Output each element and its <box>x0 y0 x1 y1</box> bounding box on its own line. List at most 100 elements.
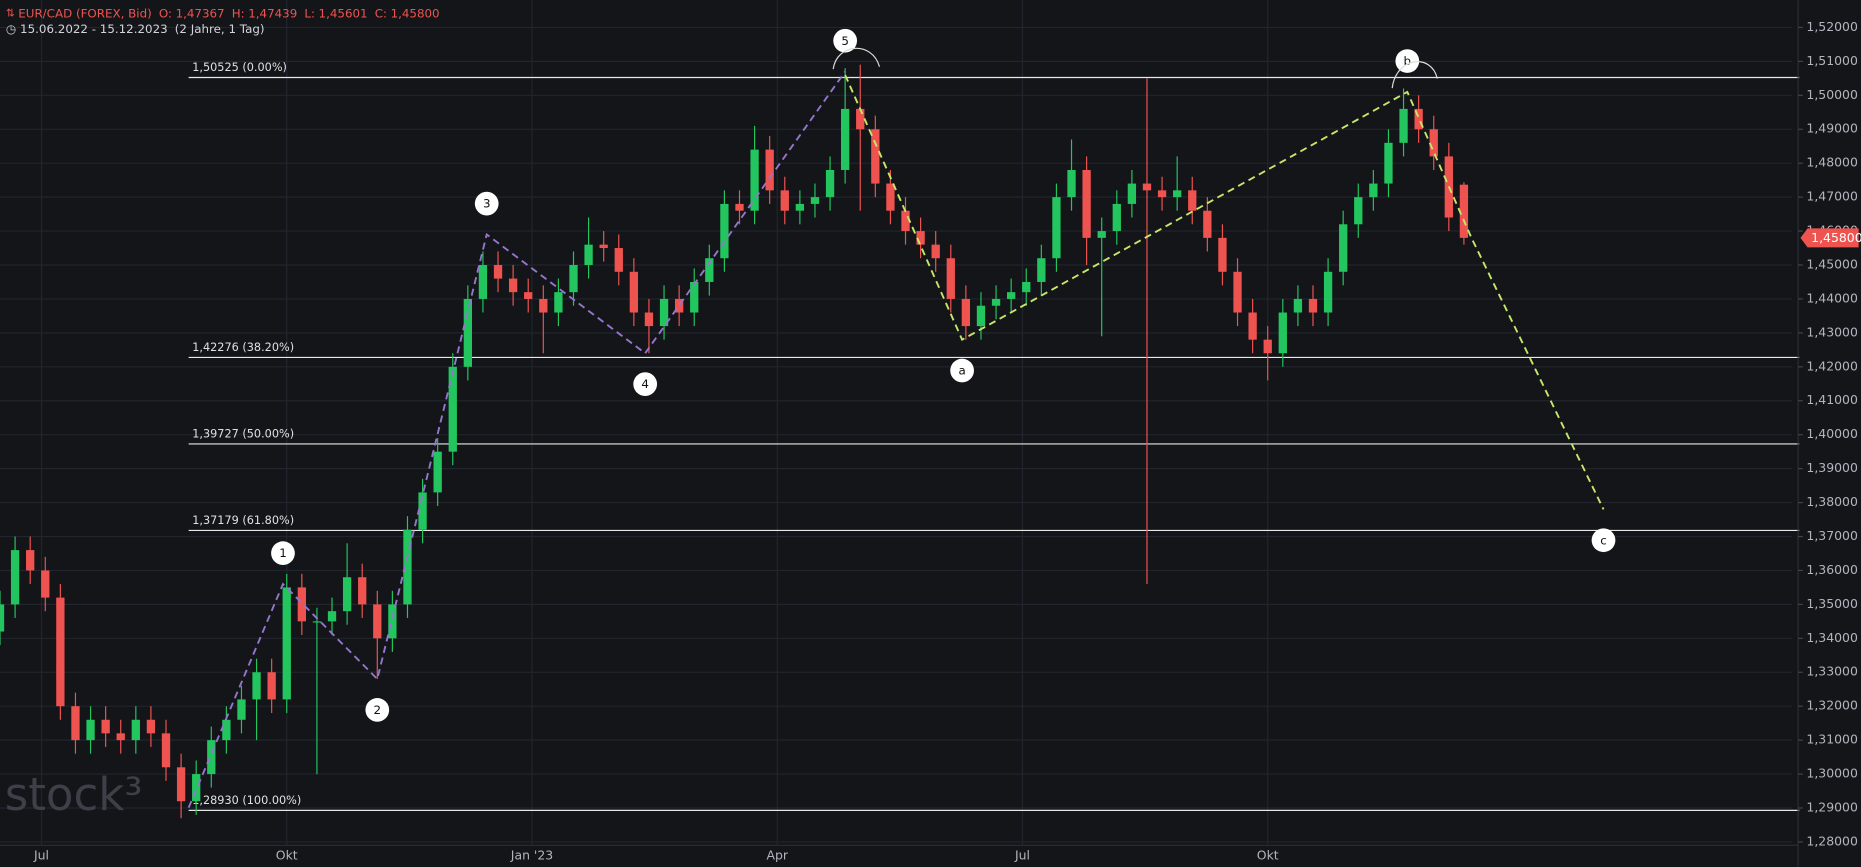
candle-body <box>1233 271 1242 313</box>
candle-body <box>161 733 171 768</box>
wave-label: 2 <box>374 703 382 717</box>
candle-body <box>825 169 835 198</box>
candle-body <box>448 366 457 452</box>
candle-body <box>750 149 759 211</box>
candle-body <box>1097 231 1106 238</box>
fib-label: 1,42276 (38.20%) <box>192 341 294 354</box>
candle-body <box>1173 190 1182 198</box>
candle-body <box>871 129 880 184</box>
wave-label-bg <box>833 28 858 53</box>
candle-body <box>56 597 65 707</box>
fib-label: 1,39727 (50.00%) <box>192 427 294 440</box>
y-tick-label: 1,30000 <box>1806 766 1858 781</box>
last-price-tag <box>1800 228 1859 248</box>
header: ⇅ EUR/CAD (FOREX, Bid) O: 1,47367 H: 1,47439… <box>6 6 440 35</box>
candle-body <box>207 740 216 775</box>
candle-body <box>976 305 986 327</box>
wave-line <box>844 74 1605 510</box>
y-tick-label: 1,37000 <box>1806 528 1858 543</box>
x-tick-label: Jan '23 <box>510 848 553 863</box>
y-tick-label: 1,42000 <box>1806 358 1858 373</box>
candle-body <box>1308 298 1318 313</box>
y-tick-label: 1,43000 <box>1806 324 1858 339</box>
fib-label: 1,50525 (0.00%) <box>192 61 287 74</box>
y-tick-label: 1,51000 <box>1806 53 1858 68</box>
y-tick-label: 1,31000 <box>1806 732 1858 747</box>
y-tick-label: 1,36000 <box>1806 562 1858 577</box>
candle-body <box>569 265 578 293</box>
candle-body <box>71 706 80 741</box>
candle-body <box>131 719 140 741</box>
candle-body <box>403 529 412 605</box>
candle-body <box>1248 312 1257 340</box>
candle-body <box>1007 292 1016 299</box>
candle-body <box>629 271 639 313</box>
ohlc-value: 1,45800 <box>391 6 440 20</box>
candle-body <box>297 587 306 622</box>
candle-body <box>41 570 50 598</box>
wave-label-bg <box>474 191 499 216</box>
ohlc-value: 1,45601 <box>319 6 368 20</box>
candle-body <box>539 298 548 313</box>
wave-label-bg <box>1591 528 1616 553</box>
candle-body <box>735 203 744 211</box>
candle-body <box>267 672 276 700</box>
candle-body <box>931 244 940 259</box>
candle-body <box>388 604 397 639</box>
candle-body <box>1157 190 1167 198</box>
y-tick-label: 1,34000 <box>1806 630 1858 645</box>
candle-body <box>1082 169 1091 238</box>
y-tick-label: 1,50000 <box>1806 87 1858 102</box>
candle-body <box>222 719 231 741</box>
candle-body <box>463 298 473 367</box>
candle-body <box>493 265 503 279</box>
candle-body <box>886 183 895 211</box>
top-arc <box>1391 61 1438 89</box>
wave-label-bg <box>633 372 658 396</box>
candle-body <box>237 699 246 720</box>
y-tick-label: 1,48000 <box>1806 155 1858 170</box>
candle-body <box>1384 142 1393 184</box>
candle-body <box>1414 108 1423 130</box>
wave-label: c <box>1600 533 1607 547</box>
candle-body <box>508 278 518 293</box>
y-tick-label: 1,33000 <box>1806 664 1858 679</box>
grid <box>0 0 1793 846</box>
candle-body <box>358 577 367 605</box>
candle-body <box>584 244 593 266</box>
candle-body <box>327 611 337 622</box>
candle-body <box>961 298 971 327</box>
candle-body <box>1127 183 1137 204</box>
ohlc-value: 1,47367 <box>176 6 225 20</box>
wave-label: 5 <box>841 34 849 48</box>
candle-body <box>373 604 382 639</box>
wave-label: 3 <box>483 197 491 211</box>
candle-body <box>101 719 110 734</box>
wave-label: a <box>958 364 965 378</box>
candle-body <box>1112 203 1121 232</box>
candle-body <box>1369 183 1378 198</box>
y-tick-label: 1,45000 <box>1806 257 1858 272</box>
candle-body <box>1052 197 1061 259</box>
candle-body <box>780 190 789 211</box>
header-line: ◷ 15.06.2022 - 15.12.2023 (2 Jahre, 1 Tag… <box>6 21 265 35</box>
candle-body <box>146 719 156 734</box>
candle-body <box>312 621 322 623</box>
candle-body <box>0 604 5 632</box>
candle-body <box>1339 224 1348 272</box>
candle-body <box>26 550 35 571</box>
wave-label-bg <box>1395 49 1420 73</box>
y-tick-label: 1,29000 <box>1806 800 1858 815</box>
candle-body <box>1323 271 1333 313</box>
fibonacci: 1,50525 (0.00%) 1,42276 (38.20%) 1,39727 (… <box>188 61 1800 811</box>
wave-label: 1 <box>279 546 287 560</box>
candle-body <box>659 298 669 327</box>
axes: 1,28000 1,29000 1,30000 1,31000 1,32000 1,330… <box>33 19 1861 863</box>
symbol: EUR/CAD (FOREX, Bid) <box>18 6 151 20</box>
candle-body <box>1022 281 1031 293</box>
x-tick-label: Apr <box>766 848 788 863</box>
y-tick-label: 1,28000 <box>1806 833 1858 848</box>
wave-label: 4 <box>641 377 649 391</box>
